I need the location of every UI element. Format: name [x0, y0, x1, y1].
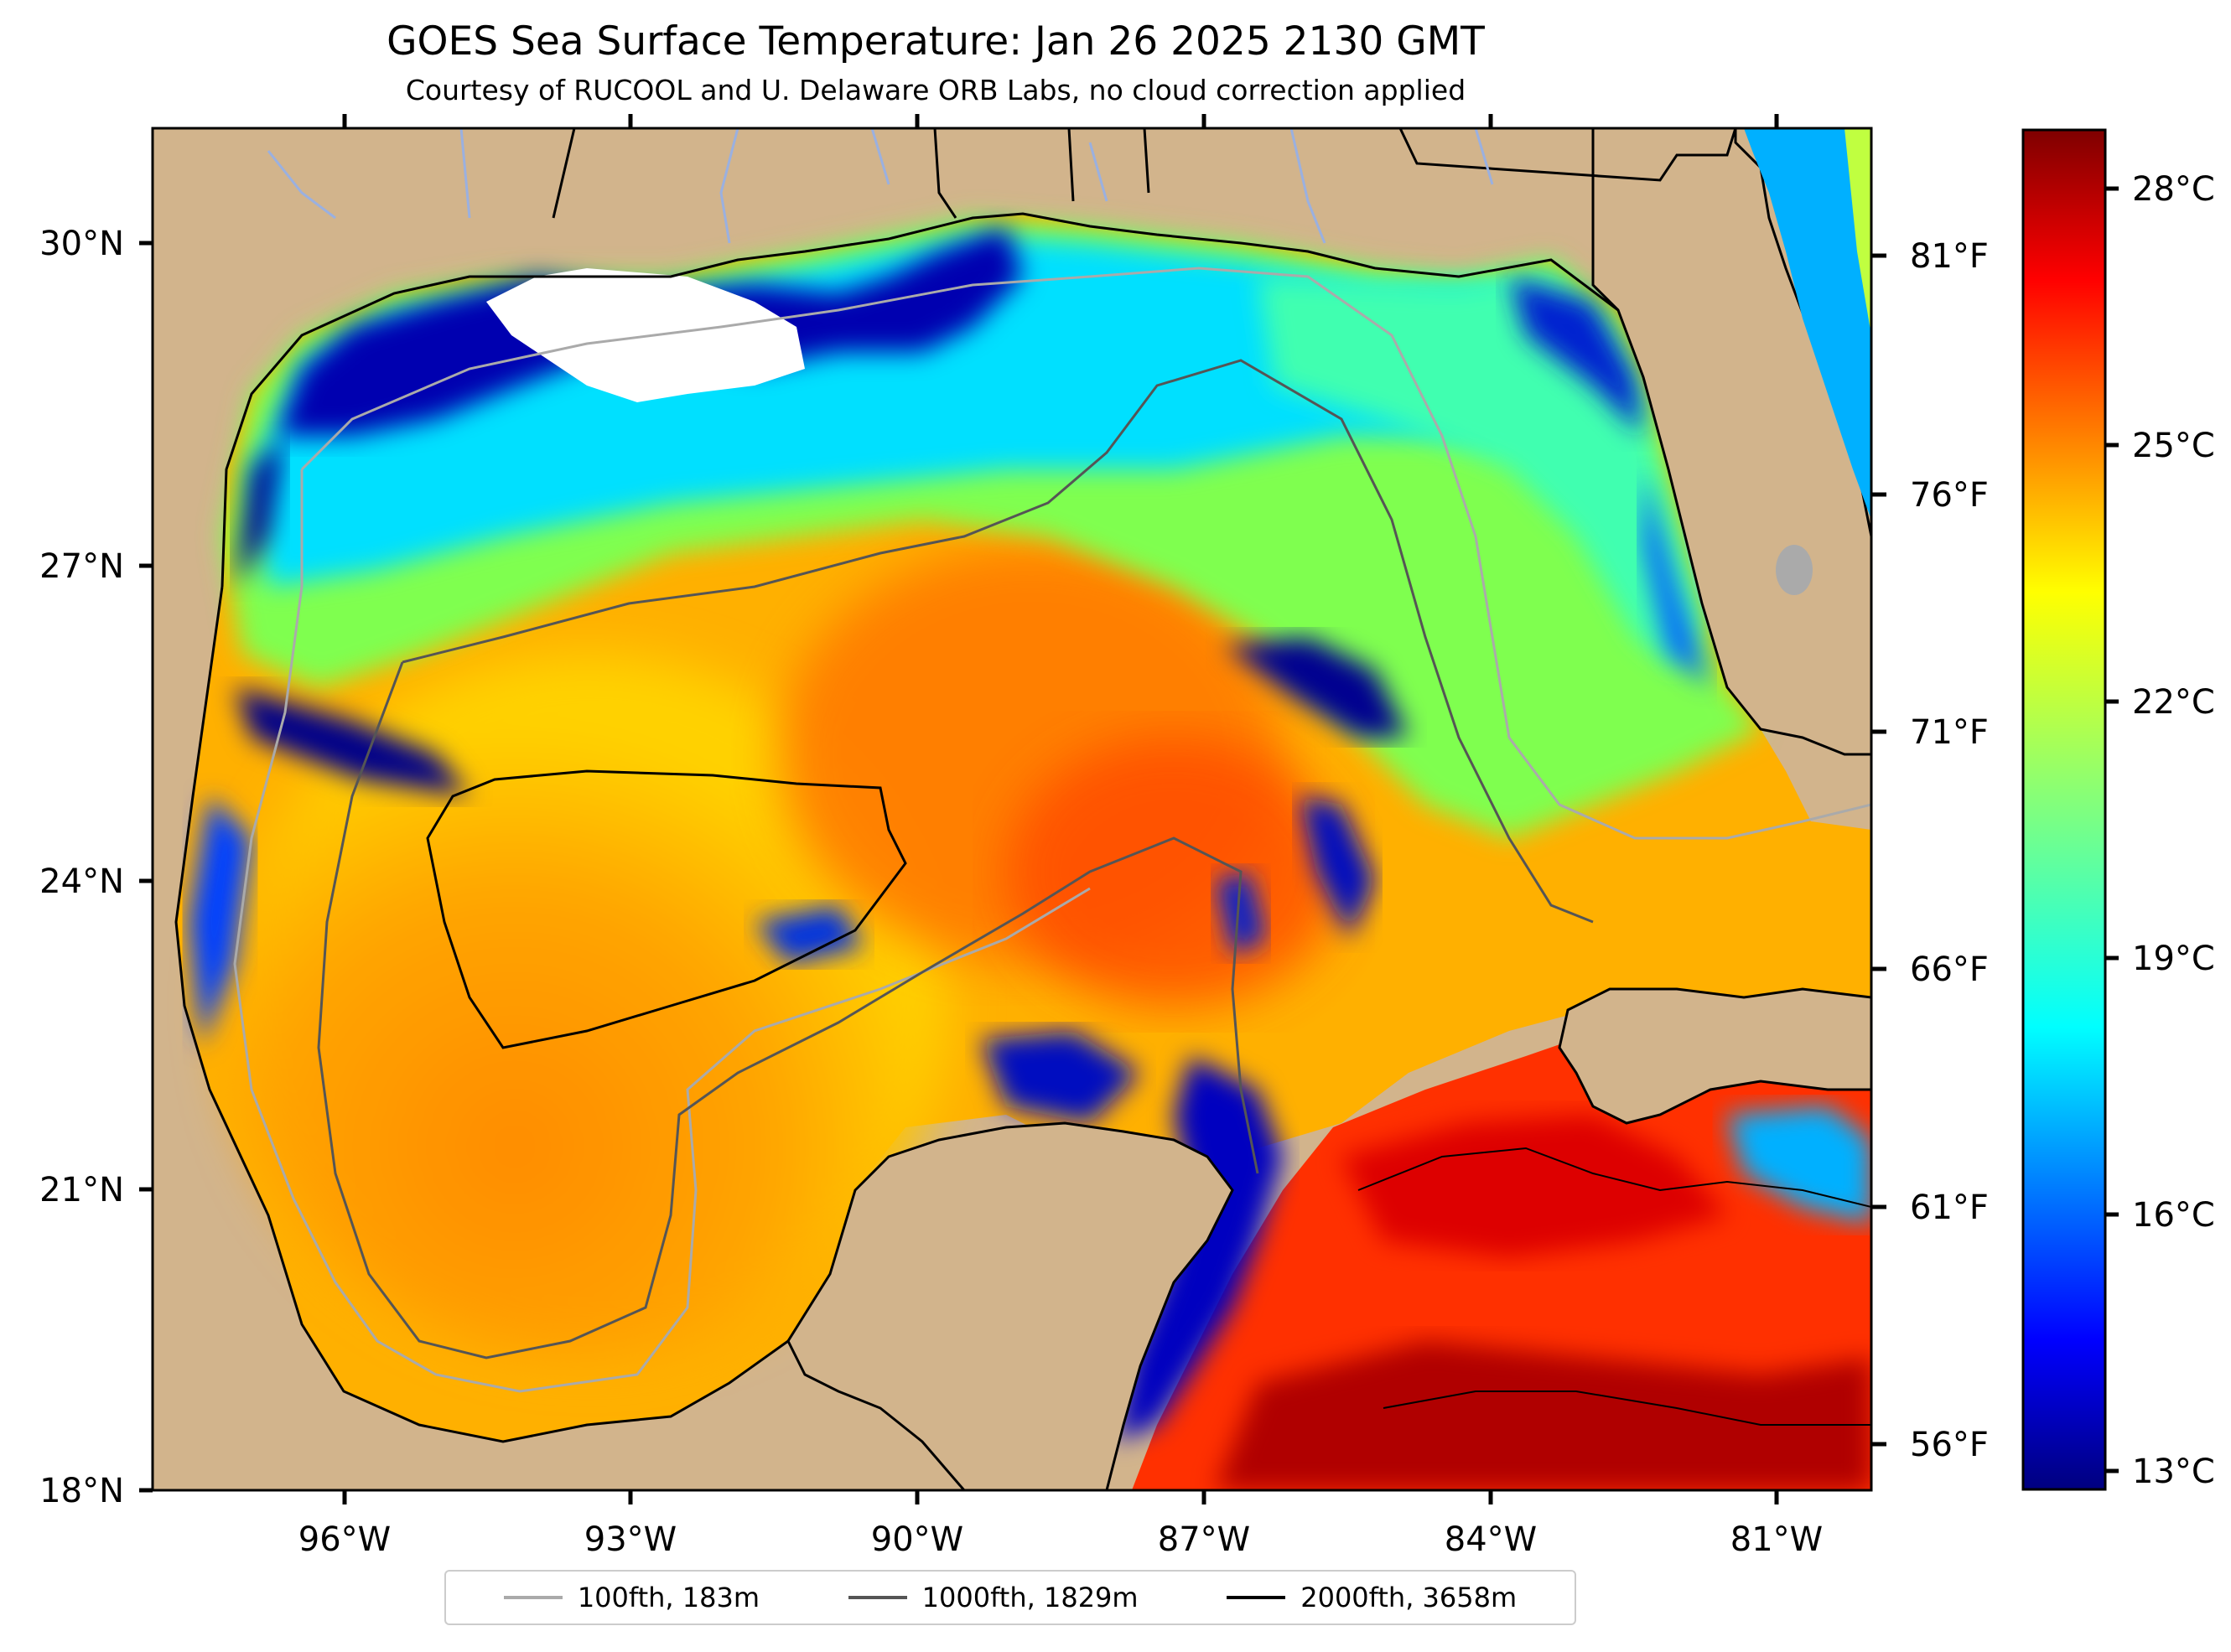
lon-tick-label: 87°W	[1158, 1520, 1250, 1559]
legend-swatch	[503, 1596, 563, 1599]
coastline-north	[221, 212, 1619, 588]
fahrenheit-tick-label: 61°F	[1910, 1189, 1989, 1227]
legend-label: 100fth, 183m	[577, 1582, 760, 1613]
isobath-100fth	[233, 267, 1871, 1393]
lon-tick-label: 84°W	[1445, 1520, 1537, 1559]
colorbar-tick-label: 22°C	[2132, 683, 2215, 722]
map-subtitle: Courtesy of RUCOOL and U. Delaware ORB L…	[405, 74, 1466, 106]
colorbar-tick-label: 28°C	[2132, 170, 2215, 209]
isobath-2000fth	[426, 769, 907, 1049]
fahrenheit-tick-label: 76°F	[1910, 476, 1989, 515]
fahrenheit-tick-label: 66°F	[1910, 950, 1989, 989]
lat-tick-label: 27°N	[39, 547, 124, 586]
legend-label: 1000fth, 1829m	[921, 1582, 1139, 1613]
colorbar	[2021, 128, 2107, 1491]
lat-tick-label: 18°N	[39, 1472, 124, 1510]
isobath-legend: 100fth, 183m 1000fth, 1829m 2000fth, 365…	[444, 1570, 1576, 1625]
legend-swatch	[848, 1596, 907, 1599]
legend-item-1000fth: 1000fth, 1829m	[848, 1582, 1139, 1613]
colorbar-tick-label: 19°C	[2132, 940, 2215, 978]
lon-tick-label: 81°W	[1730, 1520, 1823, 1559]
lat-tick-label: 30°N	[39, 225, 124, 263]
legend-item-100fth: 100fth, 183m	[503, 1582, 760, 1613]
legend-item-2000fth: 2000fth, 3658m	[1227, 1582, 1517, 1613]
fahrenheit-tick-label: 71°F	[1910, 713, 1989, 752]
legend-swatch	[1227, 1596, 1286, 1599]
map-frame	[151, 127, 1873, 1492]
land-yucatan	[786, 1121, 1234, 1490]
land-cuba	[1558, 987, 1871, 1125]
warm-core	[226, 654, 947, 1358]
fahrenheit-tick-label: 81°F	[1910, 237, 1989, 276]
colorbar-tick-label: 25°C	[2132, 427, 2215, 465]
land-florida	[1591, 128, 1871, 756]
fahrenheit-tick-label: 56°F	[1910, 1426, 1989, 1464]
colorbar-tick-label: 16°C	[2132, 1196, 2215, 1235]
lat-tick-label: 24°N	[39, 862, 124, 901]
lon-tick-label: 90°W	[871, 1520, 963, 1559]
map-title: GOES Sea Surface Temperature: Jan 26 202…	[387, 18, 1485, 65]
colorbar-tick-label: 13°C	[2132, 1453, 2215, 1491]
lon-tick-label: 96°W	[298, 1520, 391, 1559]
lat-tick-label: 21°N	[39, 1171, 124, 1209]
lon-tick-label: 93°W	[584, 1520, 677, 1559]
isobath-1000fth	[317, 359, 1594, 1359]
legend-label: 2000fth, 3658m	[1300, 1582, 1518, 1613]
coastline-west	[174, 586, 789, 1443]
lake-okeechobee	[1776, 545, 1813, 595]
